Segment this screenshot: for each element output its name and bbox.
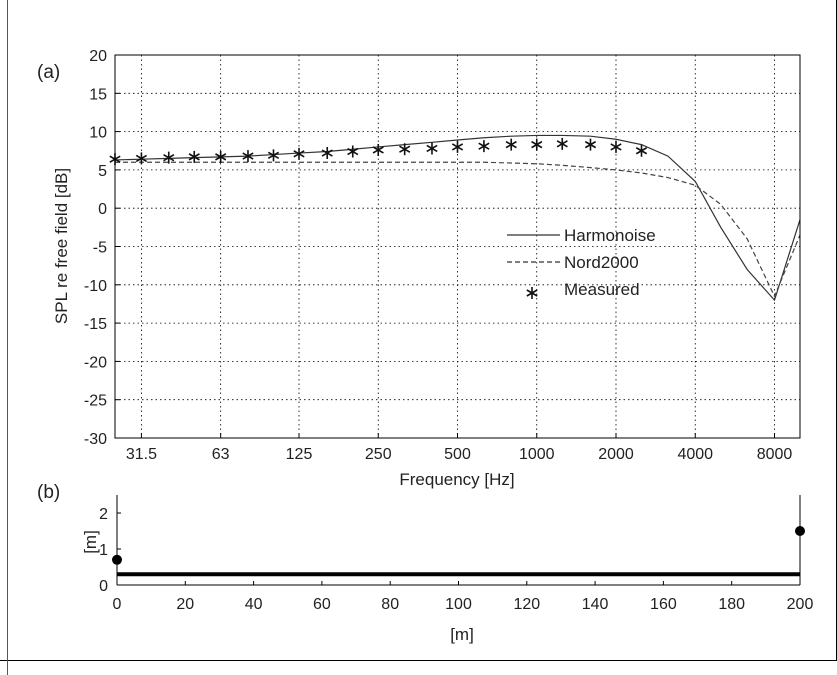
spl-chart-y-tick-label: -25 xyxy=(84,393,107,410)
geometry-chart-x-tick-label: 40 xyxy=(245,596,263,613)
spl-chart-panel: 31.5 63 125 250 500 1000 2000 4000 8000 -30 -25 -20… xyxy=(37,48,801,489)
spl-chart-y-tick-label: -15 xyxy=(84,316,107,333)
measured-point xyxy=(242,150,254,163)
spl-chart-x-tick-label: 250 xyxy=(365,446,392,463)
spl-chart-x-tick-label: 8000 xyxy=(757,446,793,463)
geometry-chart-axes xyxy=(116,495,801,586)
measured-point xyxy=(426,142,438,155)
measured-point xyxy=(584,138,597,151)
geometry-chart-y-tick-label: 0 xyxy=(99,578,108,595)
geometry-chart-x-tick-label: 140 xyxy=(582,596,609,613)
spl-chart-y-tick-label: -20 xyxy=(84,354,107,371)
measured-point xyxy=(321,147,333,160)
spl-chart-legend: Harmonoise Nord2000 Measured xyxy=(507,226,656,299)
spl-chart-grid xyxy=(115,55,800,438)
geometry-chart-x-tick-label: 0 xyxy=(113,596,122,613)
spl-chart-x-tick-label: 63 xyxy=(212,446,230,463)
measured-point xyxy=(215,150,227,163)
spl-chart-axes-box xyxy=(114,54,801,439)
geometry-chart-x-tick-label: 100 xyxy=(445,596,472,613)
spl-chart-y-tick-label: 15 xyxy=(89,86,107,103)
panel-a-label: (a) xyxy=(37,62,60,83)
measured-point xyxy=(399,143,411,156)
measured-point xyxy=(635,144,648,157)
geometry-chart-x-tick-label: 80 xyxy=(381,596,399,613)
spl-chart-y-tick-label: -30 xyxy=(84,431,107,448)
legend-nord2000-label: Nord2000 xyxy=(564,253,639,272)
geometry-chart-x-tick-label: 120 xyxy=(513,596,540,613)
geometry-chart-x-tick-label: 180 xyxy=(718,596,745,613)
measured-point xyxy=(163,151,175,164)
spl-chart-y-tick-label: 5 xyxy=(98,163,107,180)
geometry-chart-x-axis-label: [m] xyxy=(450,625,474,644)
geometry-chart-panel: 0 20 40 60 80 100 120 140 160 180 200 0 1 2 (b) [m] [… xyxy=(37,482,813,644)
harmonoise-line xyxy=(114,134,801,302)
spl-chart-y-tick-label: -10 xyxy=(84,278,107,295)
spl-chart-x-tick-label: 1000 xyxy=(519,446,555,463)
receiver-point xyxy=(795,526,805,536)
geometry-chart-x-tick-label: 60 xyxy=(313,596,331,613)
nord2000-line xyxy=(115,161,801,298)
geometry-chart-x-tick-label: 20 xyxy=(176,596,194,613)
spl-chart-y-tick-label: 10 xyxy=(89,125,107,142)
measured-point xyxy=(531,138,543,151)
panel-b-label: (b) xyxy=(37,482,60,503)
spl-chart-ticks: 31.5 63 125 250 500 1000 2000 4000 8000 -30 -25 -20… xyxy=(84,48,793,463)
geometry-chart-x-tick-label: 200 xyxy=(787,596,814,613)
legend-measured-marker xyxy=(526,287,538,299)
legend-measured-label: Measured xyxy=(564,280,640,299)
measured-point xyxy=(372,143,384,156)
spl-chart-y-tick-label: -5 xyxy=(93,240,107,257)
spl-chart-x-tick-label: 500 xyxy=(444,446,471,463)
measured-point xyxy=(267,149,280,162)
spl-chart-y-tick-label: 0 xyxy=(98,201,107,218)
spl-chart-x-tick-label: 4000 xyxy=(677,446,713,463)
measured-point xyxy=(293,147,305,160)
spl-chart-x-tick-label: 2000 xyxy=(598,446,634,463)
page-edge-rule xyxy=(7,0,8,675)
spl-chart-y-tick-label: 20 xyxy=(89,48,107,65)
geometry-chart-y-axis-label: [m] xyxy=(81,530,100,554)
spl-chart-y-axis-label: SPL re free field [dB] xyxy=(52,168,71,324)
measured-point xyxy=(135,152,148,165)
measured-point xyxy=(610,140,622,153)
measured-point xyxy=(556,137,568,150)
geometry-chart-content xyxy=(112,526,805,577)
geometry-chart-ticks: 0 20 40 60 80 100 120 140 160 180 200 0 1 2 xyxy=(99,506,813,613)
spl-chart-x-axis-label: Frequency [Hz] xyxy=(399,470,514,489)
source-point xyxy=(112,554,122,565)
spl-chart-x-tick-label: 125 xyxy=(286,446,313,463)
spl-chart-x-tick-label: 31.5 xyxy=(126,446,157,463)
geometry-chart-y-tick-label: 2 xyxy=(99,506,108,523)
measured-point xyxy=(451,140,464,153)
measured-point xyxy=(478,140,490,153)
measured-point xyxy=(347,145,359,158)
geometry-chart-y-tick-label: 1 xyxy=(99,542,108,559)
measured-point xyxy=(505,138,517,151)
measured-point xyxy=(188,150,200,163)
legend-harmonoise-label: Harmonoise xyxy=(564,226,656,245)
spl-chart-series xyxy=(109,134,801,302)
geometry-chart-x-tick-label: 160 xyxy=(650,596,677,613)
